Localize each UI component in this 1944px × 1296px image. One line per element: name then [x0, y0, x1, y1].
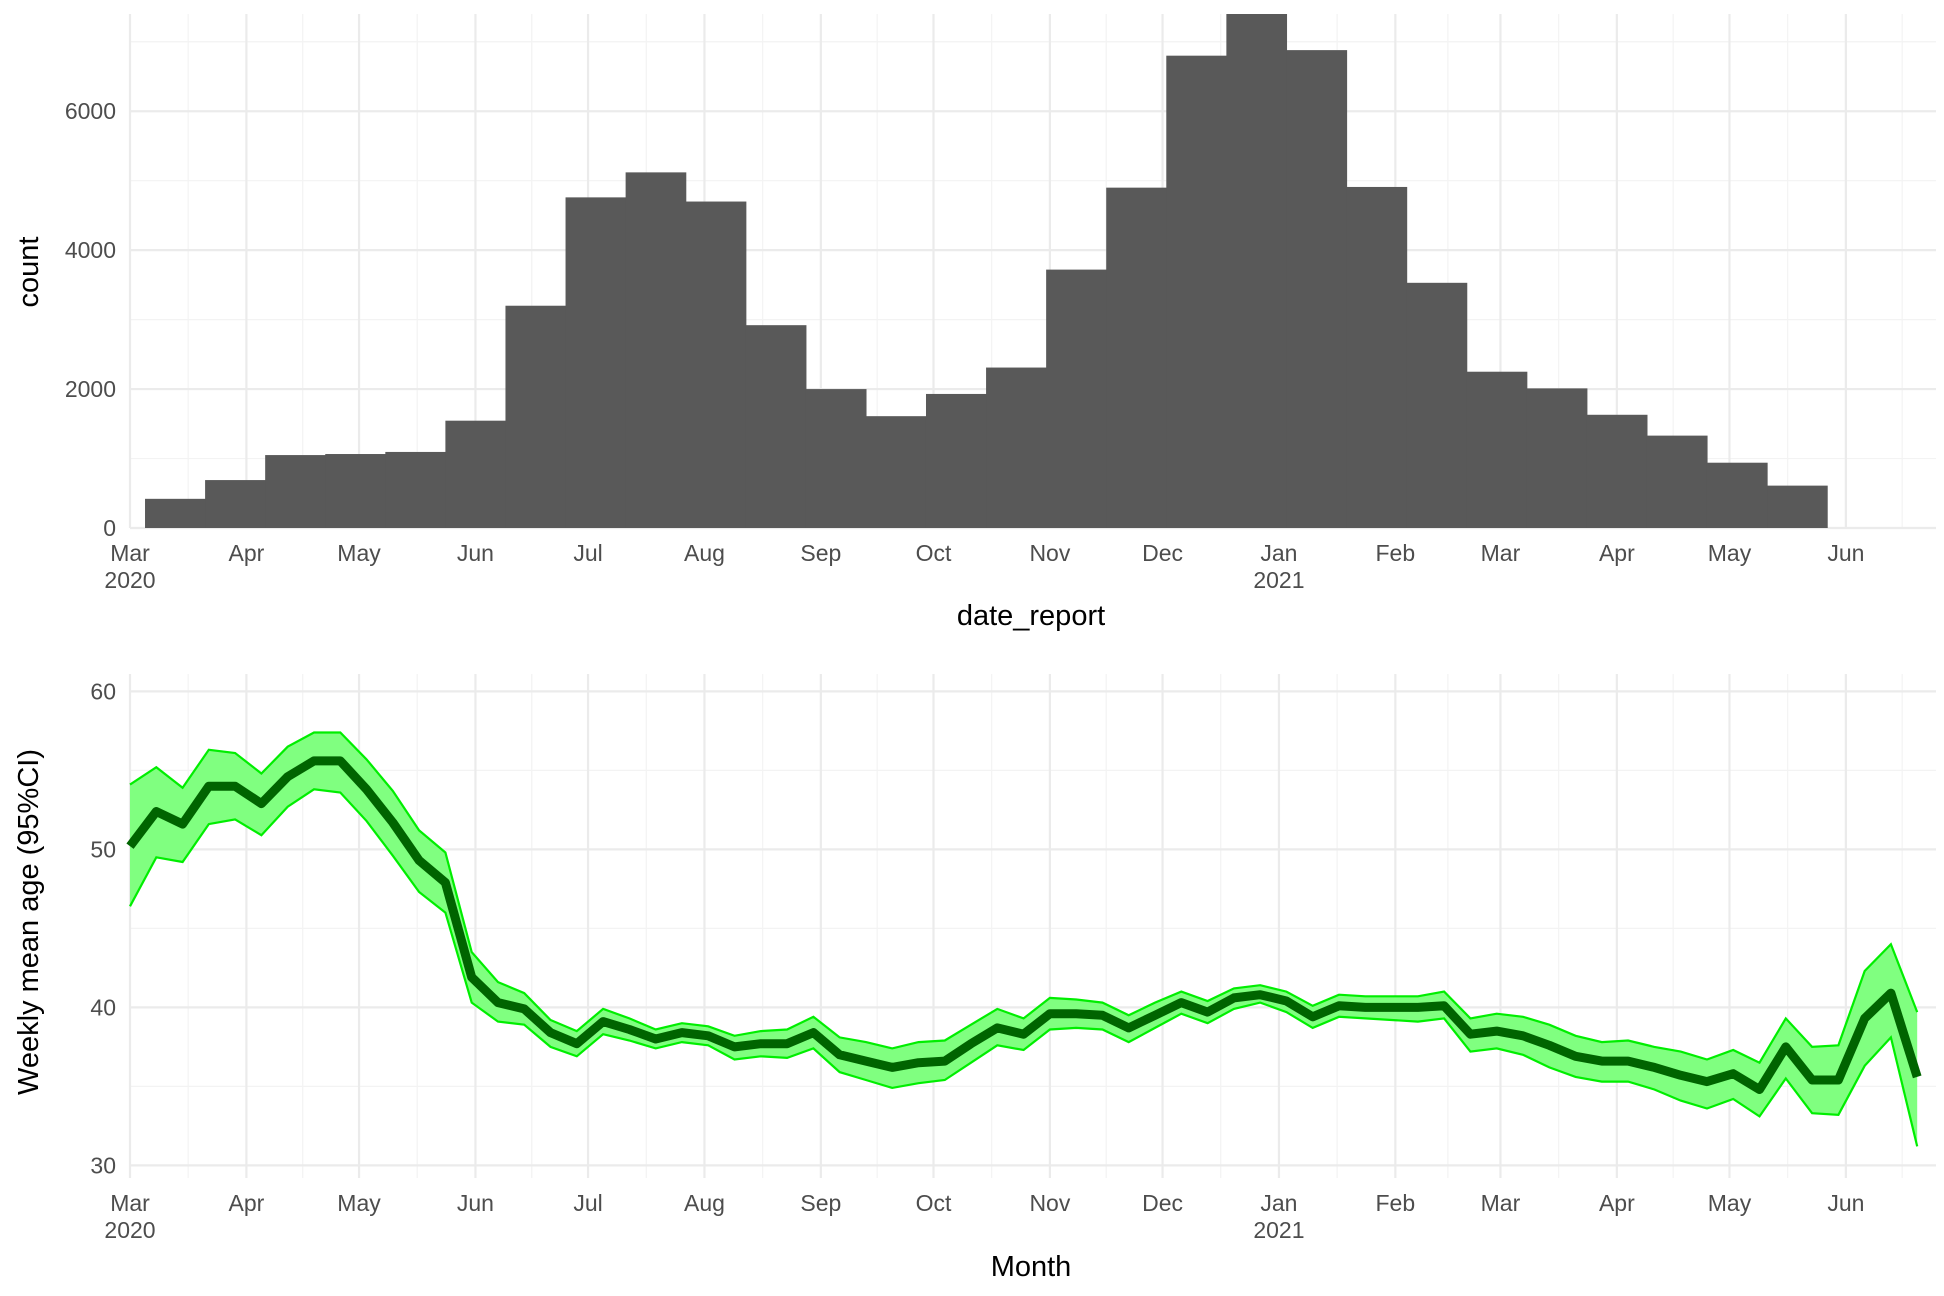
histogram-bar [1706, 462, 1768, 528]
histogram-bar [986, 367, 1047, 528]
x-tick-label: Mar [110, 540, 150, 566]
x-tick-label: Apr [228, 1190, 264, 1216]
histogram-bar [205, 480, 266, 528]
histogram-bar [385, 451, 446, 528]
histogram-bar [1346, 186, 1408, 529]
histogram-bar [625, 172, 687, 529]
histogram-bar [1466, 371, 1528, 528]
x-tick-label: Nov [1029, 1190, 1070, 1216]
y-tick-label: 2000 [65, 376, 116, 402]
mean-age-x-axis-title: Month [991, 1251, 1072, 1283]
histogram-bar [1106, 187, 1167, 528]
x-tick-label: May [337, 540, 381, 566]
histogram-bar [745, 325, 807, 528]
mean-age-y-tick-labels: 30 40 50 60 [90, 678, 116, 1178]
histogram-bar [145, 498, 206, 528]
x-tick-year-label: 2020 [104, 1217, 155, 1243]
mean-age-marks [126, 731, 1922, 1147]
mean-age-y-axis-title: Weekly mean age (95%CI) [13, 749, 45, 1095]
y-tick-label: 6000 [65, 98, 116, 124]
histogram-bar [265, 455, 326, 528]
lower-ci-line [129, 788, 1919, 1147]
y-tick-label: 30 [90, 1152, 116, 1178]
x-tick-label: Mar [110, 1190, 150, 1216]
histogram-bar [685, 201, 747, 529]
histogram-bar [1406, 282, 1468, 528]
x-tick-year-label: 2021 [1253, 1217, 1304, 1243]
x-tick-label: Sep [800, 1190, 841, 1216]
x-tick-label: Jun [457, 540, 494, 566]
x-tick-year-label: 2021 [1253, 567, 1304, 593]
histogram-bars [145, 14, 1828, 529]
histogram-bar [1767, 485, 1828, 528]
x-tick-label: Jul [573, 540, 602, 566]
x-tick-label: Feb [1376, 540, 1416, 566]
y-tick-label: 40 [90, 994, 116, 1020]
histogram-bar [805, 389, 867, 528]
x-tick-label: Apr [1599, 540, 1635, 566]
x-tick-label: Jun [457, 1190, 494, 1216]
x-tick-label: Jul [573, 1190, 602, 1216]
mean-age-line [126, 756, 1922, 1094]
x-tick-label: May [337, 1190, 381, 1216]
histogram-bar [1226, 14, 1288, 528]
histogram-bar [1046, 269, 1107, 528]
x-tick-label: Aug [684, 1190, 725, 1216]
x-tick-label: Nov [1029, 540, 1070, 566]
x-tick-label: May [1708, 1190, 1752, 1216]
x-tick-label: Apr [1599, 1190, 1635, 1216]
x-tick-label: Dec [1142, 1190, 1183, 1216]
mean-age-major-grid [128, 674, 1936, 1178]
histogram-bar [1286, 50, 1348, 528]
histogram-y-tick-labels: 0 2000 4000 6000 [65, 98, 116, 541]
histogram-bar [865, 416, 927, 528]
x-tick-label: Feb [1376, 1190, 1416, 1216]
x-tick-label: Jun [1827, 540, 1864, 566]
histogram-bar [1166, 55, 1227, 529]
x-tick-label: May [1708, 540, 1752, 566]
y-tick-label: 0 [103, 515, 116, 541]
histogram-y-axis-title: count [13, 237, 45, 308]
histogram-bar [1586, 414, 1648, 528]
x-tick-label: Mar [1481, 540, 1521, 566]
x-tick-label: Dec [1142, 540, 1183, 566]
histogram-bar [325, 454, 386, 528]
histogram-bar [505, 305, 567, 528]
x-tick-label: Jun [1827, 1190, 1864, 1216]
y-tick-label: 50 [90, 836, 116, 862]
y-tick-label: 4000 [65, 237, 116, 263]
x-tick-label: Apr [228, 540, 264, 566]
histogram-bar [1526, 388, 1588, 528]
upper-ci-line [129, 731, 1919, 1065]
x-tick-label: Mar [1481, 1190, 1521, 1216]
x-tick-label: Jan [1260, 1190, 1297, 1216]
histogram-bar [1646, 435, 1708, 528]
y-tick-label: 60 [90, 678, 116, 704]
x-tick-label: Jan [1260, 540, 1297, 566]
x-tick-label: Aug [684, 540, 725, 566]
x-tick-label: Sep [800, 540, 841, 566]
histogram-bar [925, 393, 987, 528]
histogram-x-axis-title: date_report [957, 600, 1105, 632]
x-tick-year-label: 2020 [104, 567, 155, 593]
histogram-bar [445, 420, 507, 528]
x-tick-label: Oct [916, 1190, 952, 1216]
histogram-bar [565, 197, 627, 528]
x-tick-label: Oct [916, 540, 952, 566]
